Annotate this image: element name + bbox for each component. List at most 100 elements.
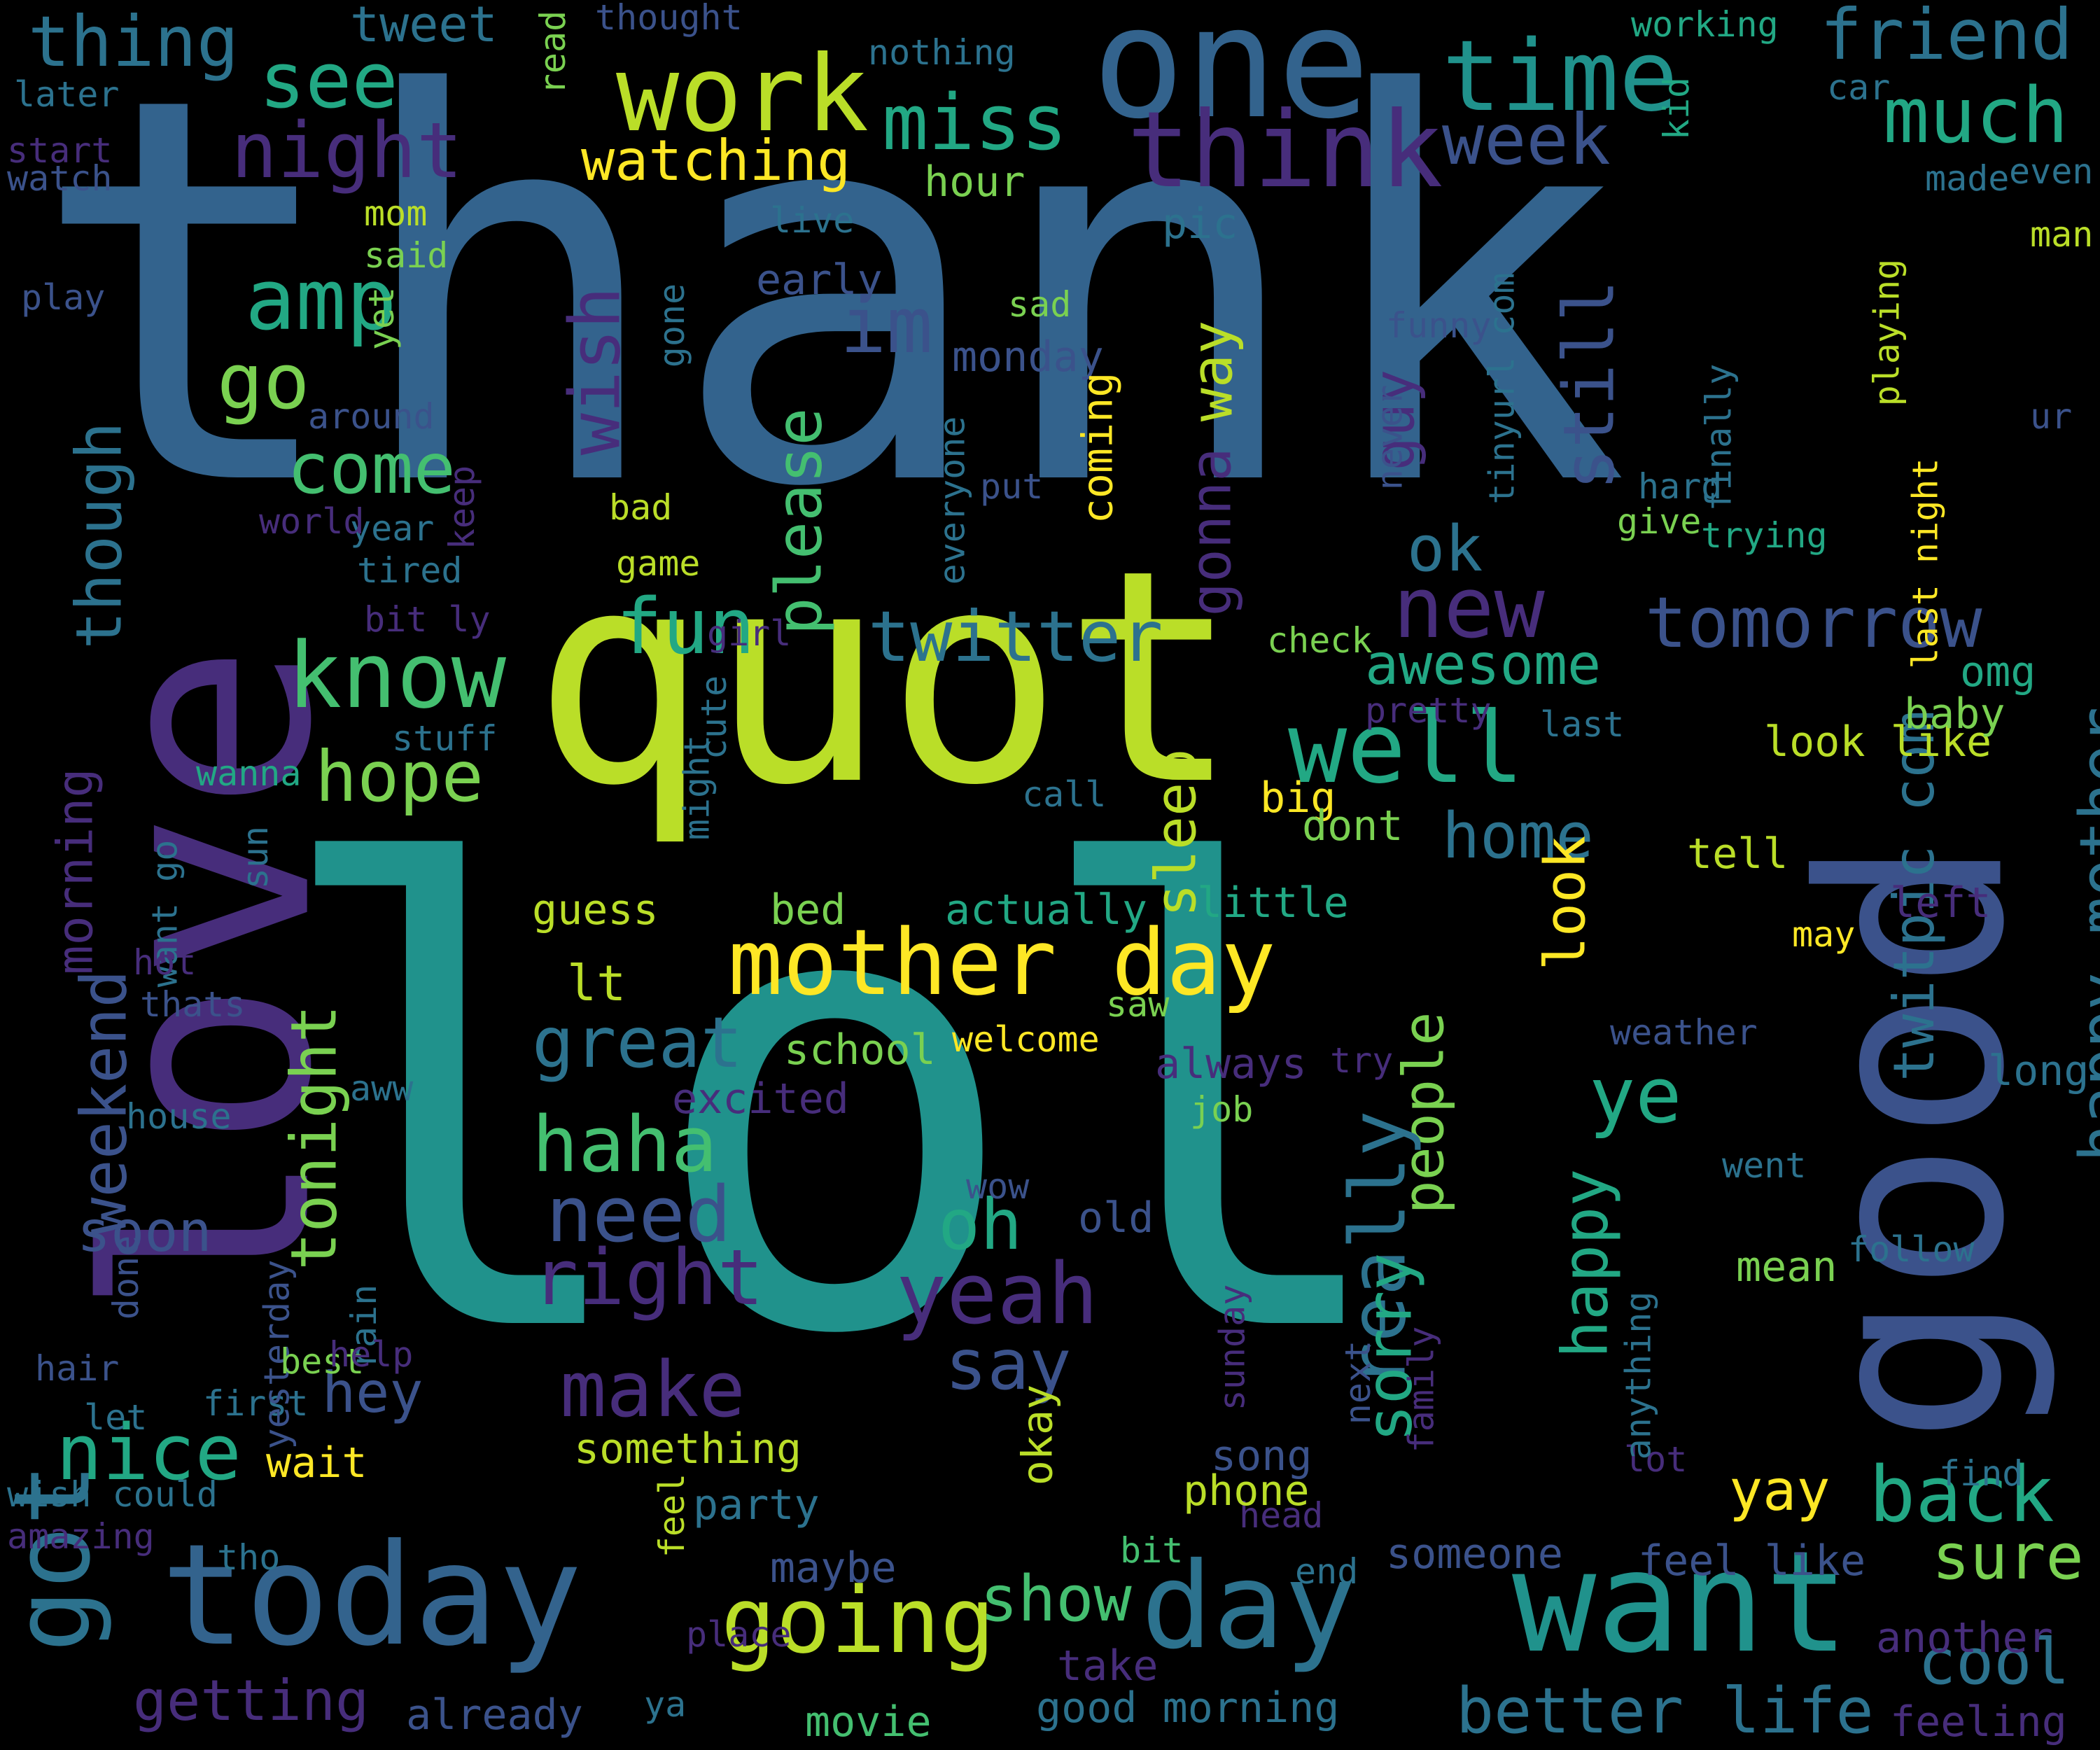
- word-hot: hot: [133, 942, 197, 983]
- word-week: week: [1442, 99, 1611, 181]
- word-aww: aww: [350, 1068, 414, 1109]
- word-play: play: [21, 277, 106, 318]
- word-omg: omg: [1960, 648, 2036, 696]
- word-always: always: [1155, 1040, 1307, 1088]
- word-phone: phone: [1183, 1466, 1310, 1516]
- word-getting: getting: [133, 1668, 370, 1733]
- word-see: see: [259, 36, 398, 125]
- word-never: never: [1369, 384, 1410, 491]
- word-way: way: [1180, 320, 1245, 422]
- word-feel-like: feel like: [1638, 1536, 1866, 1586]
- word-bit: bit: [1120, 1530, 1184, 1571]
- word-year: year: [350, 508, 435, 549]
- word-show: show: [980, 1562, 1132, 1636]
- word-go: go: [217, 337, 310, 426]
- word-happy: happy: [1548, 1168, 1623, 1359]
- word-look: look: [1532, 835, 1598, 971]
- word-okay: okay: [1013, 1384, 1063, 1486]
- word-dont: dont: [1302, 802, 1404, 850]
- word-start: start: [7, 130, 113, 171]
- word-bit-ly: bit ly: [364, 599, 491, 640]
- word-home: home: [1442, 799, 1594, 873]
- word-good-morning: good morning: [1036, 1684, 1340, 1732]
- word-time: time: [1442, 20, 1679, 134]
- word-follow: follow: [1848, 1229, 1975, 1270]
- word-head: head: [1239, 1495, 1324, 1536]
- word-hour: hour: [924, 158, 1026, 206]
- word-place: place: [686, 1614, 792, 1655]
- word-mom: mom: [364, 193, 428, 234]
- word-tomorrow: tomorrow: [1645, 582, 1982, 664]
- word-thing: thing: [28, 1, 239, 83]
- word-wait: wait: [266, 1438, 368, 1488]
- word-guess: guess: [532, 886, 659, 934]
- word-wanna: wanna: [196, 753, 302, 794]
- word-tonight: tonight: [277, 1004, 351, 1270]
- word-day: day: [1141, 1537, 1357, 1676]
- word-gonna: gonna: [1178, 447, 1244, 617]
- word-last: last: [1540, 704, 1625, 745]
- word-nothing: nothing: [868, 32, 1016, 73]
- word-everyone: everyone: [932, 416, 973, 585]
- word-miss: miss: [882, 78, 1068, 167]
- word-ur: ur: [2030, 396, 2073, 437]
- word-yet: yet: [361, 286, 402, 351]
- word-much: much: [1883, 71, 2068, 160]
- word-live: live: [770, 200, 855, 241]
- word-gone: gone: [652, 283, 693, 368]
- word-made: made: [1925, 158, 2010, 199]
- word-finally: finally: [1698, 363, 1740, 512]
- word-stuff: stuff: [392, 718, 498, 759]
- word-call: call: [1022, 774, 1107, 815]
- word-lt: lt: [567, 955, 626, 1012]
- word-may: may: [1792, 914, 1856, 955]
- word-even: even: [2009, 151, 2094, 192]
- word-look-like: look like: [1764, 718, 1992, 766]
- word-tweet: tweet: [350, 0, 498, 53]
- word-might: might: [676, 734, 718, 841]
- word-morning: morning: [46, 768, 104, 975]
- word-still: still: [1548, 279, 1630, 491]
- word-take: take: [1057, 1642, 1158, 1690]
- word-keep: keep: [442, 465, 483, 550]
- word-make: make: [560, 1345, 746, 1434]
- word-welcome: welcome: [952, 1019, 1100, 1060]
- word-funny: funny: [1386, 305, 1492, 346]
- word-school: school: [784, 1026, 936, 1074]
- word-well: well: [1288, 692, 1525, 806]
- word-car: car: [1827, 67, 1891, 108]
- word-man: man: [2030, 214, 2094, 255]
- word-watching: watching: [581, 128, 851, 193]
- word-new: new: [1393, 560, 1545, 657]
- word-work: work: [616, 34, 869, 155]
- word-weather: weather: [1610, 1012, 1758, 1053]
- word-quot: quot: [532, 507, 1240, 850]
- word-coming: coming: [1073, 372, 1123, 524]
- word-already: already: [406, 1690, 583, 1740]
- word-right: right: [532, 1233, 764, 1322]
- word-bed: bed: [770, 886, 846, 934]
- word-hope: hope: [315, 736, 484, 818]
- word-haha: haha: [532, 1100, 718, 1189]
- word-need: need: [546, 1170, 732, 1259]
- word-feeling: feeling: [1890, 1698, 2067, 1746]
- word-though: though: [62, 421, 136, 650]
- word-read: read: [533, 10, 574, 95]
- word-song: song: [1211, 1432, 1312, 1480]
- word-watch: watch: [7, 158, 113, 199]
- word-come: come: [287, 428, 456, 510]
- word-yay: yay: [1729, 1458, 1830, 1523]
- word-girl: girl: [707, 613, 792, 654]
- word-going: going: [721, 1567, 995, 1674]
- word-world: world: [259, 501, 365, 542]
- word-house: house: [126, 1096, 232, 1137]
- word-old: old: [1078, 1194, 1154, 1242]
- word-last-night: last night: [1905, 458, 1946, 669]
- word-done: done: [106, 1235, 147, 1320]
- word-find: find: [1939, 1453, 2024, 1494]
- word-another: another: [1876, 1614, 2053, 1662]
- word-working: working: [1631, 4, 1779, 45]
- word-say: say: [945, 1324, 1072, 1406]
- word-nice: nice: [56, 1408, 241, 1497]
